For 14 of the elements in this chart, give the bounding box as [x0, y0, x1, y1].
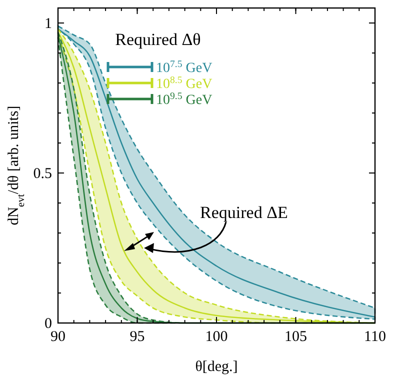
legend-label: 10$^{9.5}$ GeV	[156, 90, 212, 108]
y-tick-label: 0.5	[33, 166, 52, 182]
x-tick-label: 105	[284, 329, 307, 345]
x-axis-title: θ[deg.]	[195, 359, 238, 375]
legend-label: 10$^{8.5}$ GeV	[156, 74, 212, 92]
x-tick-label: 100	[205, 329, 228, 345]
legend-label: 10$^{7.5}$ GeV	[156, 58, 212, 76]
legend-title: Required Δθ	[115, 30, 201, 49]
x-tick-label: 90	[50, 329, 66, 345]
x-tick-label: 110	[364, 329, 386, 345]
y-tick-label: 0	[44, 316, 52, 332]
x-tick-label: 95	[130, 329, 145, 345]
annotation: Required ΔE	[200, 203, 288, 222]
y-tick-label: 1	[44, 16, 52, 32]
